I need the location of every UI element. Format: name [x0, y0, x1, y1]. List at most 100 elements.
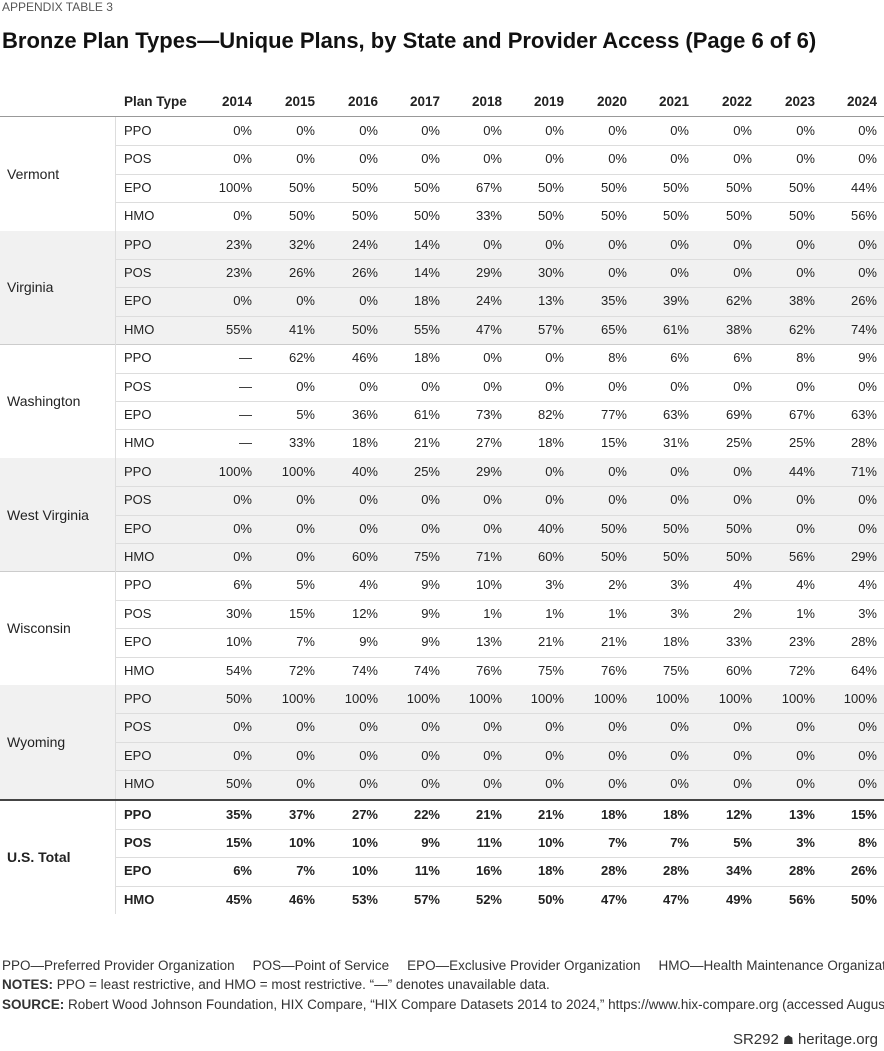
cell-value: 0%: [483, 378, 502, 394]
cell-value: 21%: [475, 806, 502, 822]
cell-value: 37%: [288, 806, 315, 822]
column-header: 2014: [221, 94, 252, 109]
cell-value: 23%: [788, 634, 815, 650]
cell-value: 0%: [359, 293, 378, 309]
cell-value: —: [239, 378, 252, 394]
cell-value: 0%: [670, 265, 689, 280]
cell-value: 31%: [662, 435, 689, 451]
total-rule: [0, 798, 884, 801]
cell-value: 24%: [475, 293, 502, 309]
cell-value: 50%: [413, 208, 440, 224]
cell-value: 60%: [351, 549, 378, 564]
cell-value: 100%: [218, 179, 252, 195]
cell-value: 36%: [351, 407, 378, 422]
cell-value: 27%: [351, 806, 378, 822]
cell-value: 8%: [608, 350, 627, 366]
row-rule: [115, 656, 884, 658]
cell-value: 0%: [483, 492, 502, 508]
cell-value: 7%: [608, 835, 627, 850]
cell-value: 28%: [662, 863, 689, 879]
cell-value: 11%: [476, 835, 502, 850]
legend-item: PPO—Preferred Provider Organization: [2, 958, 235, 973]
cell-value: 10%: [225, 634, 252, 650]
cell-value: 0%: [421, 776, 440, 792]
cell-value: 50%: [662, 179, 689, 195]
cell-value: —: [239, 350, 252, 366]
cell-value: 0%: [233, 520, 252, 536]
cell-value: 3%: [545, 577, 564, 593]
cell-value: 0%: [545, 151, 564, 167]
source-label: SOURCE:: [2, 997, 65, 1012]
cell-value: 0%: [608, 492, 627, 508]
cell-value: 47%: [600, 891, 627, 907]
plan-type: PPO: [124, 350, 152, 366]
column-header: Plan Type: [124, 94, 187, 109]
cell-value: 33%: [475, 208, 502, 224]
cell-value: 18%: [413, 350, 440, 366]
cell-value: 0%: [296, 747, 315, 763]
cell-value: 50%: [850, 891, 877, 907]
cell-value: 62%: [788, 321, 815, 337]
cell-value: 0%: [545, 719, 564, 735]
cell-value: 50%: [725, 179, 752, 195]
cell-value: 10%: [351, 835, 378, 850]
column-header: 2018: [471, 94, 502, 109]
cell-value: 0%: [296, 549, 315, 564]
group-rule: [0, 571, 884, 573]
row-rule: [115, 713, 884, 715]
cell-value: 54%: [225, 662, 252, 678]
cell-value: 3%: [670, 605, 689, 621]
cell-value: 0%: [733, 776, 752, 792]
plan-type: PPO: [124, 123, 152, 138]
cell-value: 0%: [858, 492, 877, 508]
cell-value: 9%: [359, 634, 378, 650]
cell-value: 10%: [537, 835, 564, 850]
cell-value: 0%: [296, 719, 315, 735]
cell-value: 0%: [733, 236, 752, 252]
cell-value: 75%: [413, 549, 440, 564]
cell-value: 75%: [537, 662, 564, 678]
cell-value: 0%: [733, 747, 752, 763]
cell-value: 0%: [796, 151, 815, 167]
branding: SR292 ☗ heritage.org: [732, 1031, 878, 1048]
cell-value: 21%: [413, 435, 440, 451]
plan-type: PPO: [124, 806, 152, 822]
cell-value: 18%: [413, 293, 440, 309]
cell-value: 50%: [225, 776, 252, 792]
cell-value: 0%: [608, 463, 627, 479]
cell-value: 50%: [537, 891, 564, 907]
cell-value: 0%: [296, 151, 315, 167]
cell-value: 47%: [662, 891, 689, 907]
group-label: West Virginia: [7, 506, 89, 523]
row-rule: [115, 741, 884, 743]
cell-value: 5%: [296, 577, 315, 593]
cell-value: 69%: [725, 407, 752, 422]
group-label: Virginia: [7, 279, 54, 296]
cell-value: —: [239, 407, 252, 422]
divider: [115, 344, 116, 458]
cell-value: 26%: [850, 293, 877, 309]
cell-value: 74%: [413, 662, 440, 678]
cell-value: 50%: [662, 520, 689, 536]
cell-value: 100%: [655, 691, 689, 706]
cell-value: 4%: [796, 577, 815, 593]
cell-value: 0%: [233, 208, 252, 224]
cell-value: 0%: [296, 378, 315, 394]
row-rule: [115, 543, 884, 544]
plan-type: EPO: [124, 407, 152, 422]
cell-value: 100%: [718, 691, 752, 706]
plan-type: PPO: [124, 463, 152, 479]
cell-value: 67%: [788, 407, 815, 422]
cell-value: 0%: [296, 520, 315, 536]
row-rule: [115, 372, 884, 374]
row-rule: [115, 401, 884, 402]
cell-value: 3%: [858, 605, 877, 621]
cell-value: 4%: [359, 577, 378, 593]
row-rule: [115, 287, 884, 289]
cell-value: 9%: [421, 605, 440, 621]
cell-value: 4%: [733, 577, 752, 593]
cell-value: 0%: [796, 236, 815, 252]
cell-value: 0%: [359, 719, 378, 735]
cell-value: 0%: [545, 350, 564, 366]
cell-value: 56%: [850, 208, 877, 224]
